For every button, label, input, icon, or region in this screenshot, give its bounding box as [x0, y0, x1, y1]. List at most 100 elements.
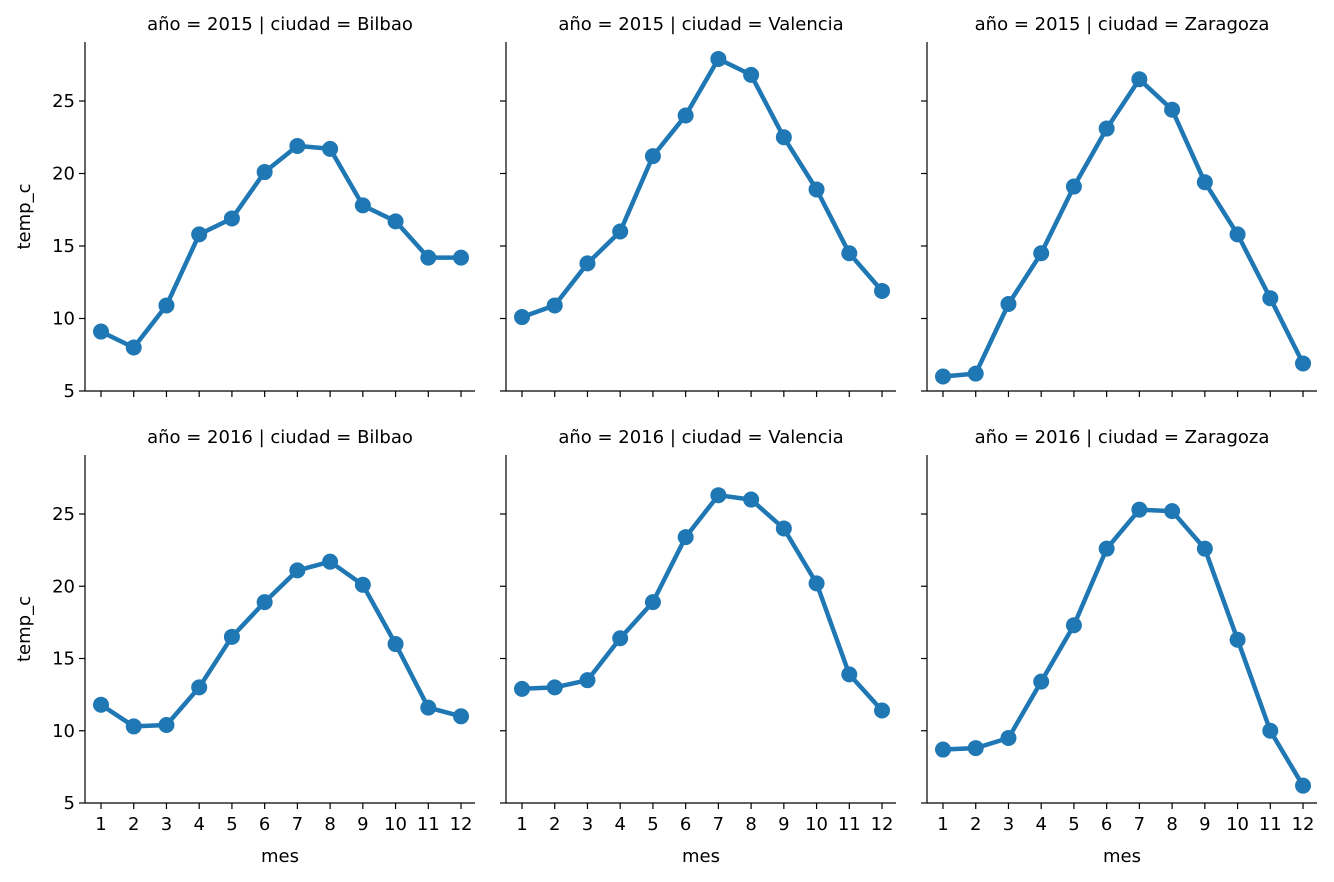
x-tick-label: 4	[614, 814, 625, 835]
data-point	[354, 197, 371, 214]
data-point	[841, 245, 858, 262]
y-tick-label: 25	[52, 91, 75, 112]
data-point	[322, 140, 339, 157]
data-point	[743, 491, 760, 508]
data-point	[935, 368, 951, 385]
x-tick-label: 11	[1259, 814, 1282, 835]
data-point	[1033, 673, 1050, 690]
data-point	[935, 741, 951, 758]
data-point	[1000, 296, 1017, 312]
data-point	[1164, 503, 1181, 520]
x-tick-label: 12	[1292, 814, 1315, 835]
x-tick-label: 11	[417, 814, 440, 835]
y-tick-label: 10	[52, 721, 75, 742]
x-tick-label: 2	[128, 814, 139, 835]
data-point	[223, 210, 240, 227]
data-point	[1262, 722, 1279, 739]
y-tick-label: 20	[52, 576, 75, 597]
series-line	[519, 492, 885, 713]
facet-panel: año = 2015 | ciudad = Zaragoza	[921, 14, 1317, 397]
data-point	[514, 309, 530, 326]
data-point	[1196, 540, 1213, 557]
data-point	[1295, 777, 1312, 794]
data-point	[677, 529, 694, 546]
facet-panel: año = 2015 | ciudad = Valencia	[500, 14, 896, 397]
data-point	[775, 129, 792, 146]
data-point	[453, 708, 470, 725]
data-point	[967, 740, 984, 757]
series-line	[98, 143, 464, 350]
y-tick-label: 5	[64, 381, 75, 402]
x-tick-label: 11	[838, 814, 861, 835]
data-point	[874, 282, 891, 299]
data-point	[1262, 290, 1279, 307]
x-tick-label: 7	[713, 814, 724, 835]
data-point	[1065, 178, 1082, 195]
x-tick-label: 2	[970, 814, 981, 835]
data-point	[1196, 174, 1213, 191]
data-point	[967, 365, 984, 382]
data-point	[514, 680, 530, 697]
data-point	[841, 666, 858, 683]
x-tick-label: 8	[324, 814, 335, 835]
data-point	[289, 562, 306, 579]
data-point	[387, 636, 404, 653]
x-tick-label: 8	[745, 814, 756, 835]
y-tick-label: 15	[52, 649, 75, 670]
x-tick-label: 2	[549, 814, 560, 835]
panel-title: año = 2015 | ciudad = Zaragoza	[975, 14, 1270, 35]
panel-title: año = 2015 | ciudad = Bilbao	[147, 14, 413, 35]
x-tick-label: 7	[292, 814, 303, 835]
series-line	[940, 507, 1306, 788]
x-tick-label: 9	[778, 814, 789, 835]
x-tick-label: 10	[805, 814, 828, 835]
y-tick-label: 15	[52, 236, 75, 257]
data-point	[808, 181, 825, 198]
x-axis-title: mes	[1103, 846, 1141, 867]
data-point	[743, 66, 760, 83]
data-point	[93, 696, 109, 713]
y-axis-title: temp_c	[14, 184, 35, 250]
x-axis-title: mes	[682, 846, 720, 867]
data-point	[1033, 245, 1050, 262]
data-point	[420, 699, 437, 716]
x-tick-label: 12	[450, 814, 473, 835]
series-line	[940, 77, 1306, 379]
data-point	[387, 213, 404, 230]
x-tick-label: 6	[1101, 814, 1112, 835]
x-tick-label: 6	[680, 814, 691, 835]
x-tick-label: 9	[357, 814, 368, 835]
x-axis-title: mes	[261, 846, 299, 867]
x-tick-label: 12	[871, 814, 894, 835]
data-point	[420, 249, 437, 266]
data-point	[1098, 540, 1115, 557]
data-point	[1000, 729, 1017, 746]
data-point	[644, 594, 661, 611]
data-point	[612, 630, 629, 647]
data-point	[158, 297, 175, 314]
y-axis-title: temp_c	[14, 596, 35, 662]
y-tick-label: 10	[52, 309, 75, 330]
x-tick-label: 5	[1068, 814, 1079, 835]
data-point	[93, 323, 109, 340]
data-point	[223, 628, 240, 645]
panel-title: año = 2015 | ciudad = Valencia	[558, 14, 843, 35]
x-tick-label: 6	[259, 814, 270, 835]
data-point	[644, 148, 661, 165]
data-point	[1229, 631, 1246, 648]
data-point	[1164, 101, 1181, 118]
data-point	[322, 553, 339, 570]
data-point	[1229, 226, 1246, 243]
data-point	[289, 137, 306, 154]
data-point	[579, 255, 596, 272]
y-tick-label: 25	[52, 504, 75, 525]
data-point	[125, 339, 142, 356]
x-tick-label: 4	[193, 814, 204, 835]
x-tick-label: 5	[226, 814, 237, 835]
x-tick-label: 5	[647, 814, 658, 835]
data-point	[1098, 120, 1115, 137]
x-tick-label: 1	[516, 814, 527, 835]
x-tick-label: 7	[1134, 814, 1145, 835]
